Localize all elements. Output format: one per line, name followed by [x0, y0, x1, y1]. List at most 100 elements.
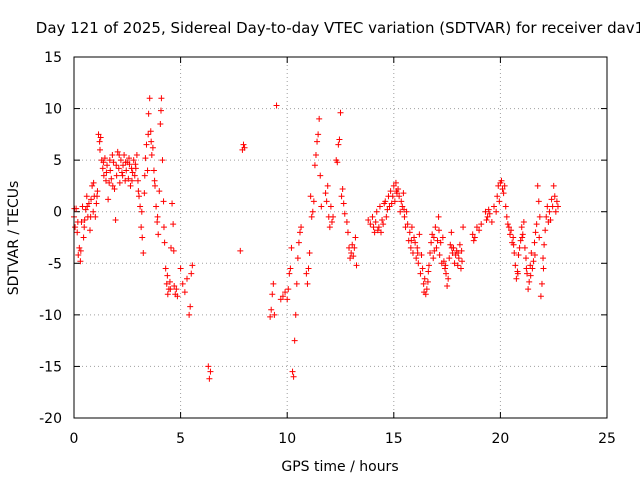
x-tick-label: 10	[278, 431, 296, 447]
data-point	[546, 208, 553, 215]
data-point	[406, 229, 413, 236]
data-point	[343, 219, 350, 226]
data-point	[116, 151, 123, 158]
data-point	[534, 182, 541, 189]
data-point	[543, 213, 550, 220]
data-point	[108, 175, 115, 182]
data-point	[371, 229, 378, 236]
data-point	[85, 200, 92, 207]
data-point	[311, 162, 318, 169]
data-point	[372, 219, 379, 226]
data-point	[448, 244, 455, 251]
data-point	[151, 177, 158, 184]
data-point	[408, 224, 415, 231]
data-point	[544, 203, 551, 210]
data-point	[160, 198, 167, 205]
data-point	[498, 177, 505, 184]
data-point	[138, 208, 145, 215]
data-point	[446, 255, 453, 262]
data-point	[425, 262, 432, 269]
data-point	[289, 368, 296, 375]
data-point	[154, 213, 161, 220]
data-point	[145, 110, 152, 117]
data-point	[99, 165, 106, 172]
data-point	[169, 200, 176, 207]
data-point	[322, 190, 329, 197]
data-point	[292, 311, 299, 318]
data-point	[445, 275, 452, 282]
data-point	[126, 155, 133, 162]
data-point	[160, 224, 167, 231]
data-point	[166, 278, 173, 285]
data-point	[132, 161, 139, 168]
axis-ticks	[73, 56, 608, 419]
data-point	[401, 206, 408, 213]
y-tick-label: 15	[44, 50, 62, 66]
data-point	[113, 172, 120, 179]
data-point	[137, 203, 144, 210]
data-point	[174, 293, 181, 300]
data-point	[432, 224, 439, 231]
data-point	[120, 162, 127, 169]
data-point	[237, 247, 244, 254]
data-point	[127, 182, 134, 189]
data-point	[155, 231, 162, 238]
data-point	[181, 289, 188, 296]
data-point	[440, 258, 447, 265]
data-point	[147, 128, 154, 135]
data-point	[411, 234, 418, 241]
data-point	[530, 258, 537, 265]
data-point	[388, 200, 395, 207]
data-point	[94, 193, 101, 200]
data-point	[476, 227, 483, 234]
data-point	[471, 234, 478, 241]
data-point	[89, 182, 96, 189]
data-point	[478, 221, 485, 228]
data-point	[164, 291, 171, 298]
data-point	[103, 169, 110, 176]
data-point	[523, 265, 530, 272]
data-point	[491, 203, 498, 210]
data-point	[506, 231, 513, 238]
data-point	[528, 249, 535, 256]
data-point	[83, 193, 90, 200]
data-point	[307, 193, 314, 200]
data-point	[105, 196, 112, 203]
data-point	[112, 216, 119, 223]
y-axis-label: SDTVAR / TECUs	[6, 181, 22, 296]
data-point	[482, 208, 489, 215]
data-point	[141, 190, 148, 197]
data-point	[287, 265, 294, 272]
data-point	[82, 206, 89, 213]
data-point	[144, 167, 151, 174]
chart-title: Day 121 of 2025, Sidereal Day-to-day VTE…	[36, 19, 640, 37]
data-point	[241, 144, 248, 151]
data-point	[511, 249, 518, 256]
data-point	[501, 182, 508, 189]
data-point	[74, 219, 81, 226]
data-point	[77, 258, 84, 265]
data-point	[524, 270, 531, 277]
data-point	[296, 229, 303, 236]
data-point	[205, 363, 212, 370]
data-point	[519, 231, 526, 238]
data-point	[143, 141, 150, 148]
data-point	[348, 249, 355, 256]
data-point	[378, 229, 385, 236]
data-point	[109, 182, 116, 189]
data-point	[167, 286, 174, 293]
data-point	[134, 177, 141, 184]
data-point	[312, 151, 319, 158]
data-point	[516, 244, 523, 251]
data-point	[284, 296, 291, 303]
data-point	[392, 179, 399, 186]
data-point	[420, 280, 427, 287]
data-point	[428, 239, 435, 246]
data-point	[177, 265, 184, 272]
data-point	[84, 203, 91, 210]
x-tick-label: 0	[70, 431, 79, 447]
data-point	[138, 224, 145, 231]
data-point	[170, 247, 177, 254]
data-point	[407, 244, 414, 251]
